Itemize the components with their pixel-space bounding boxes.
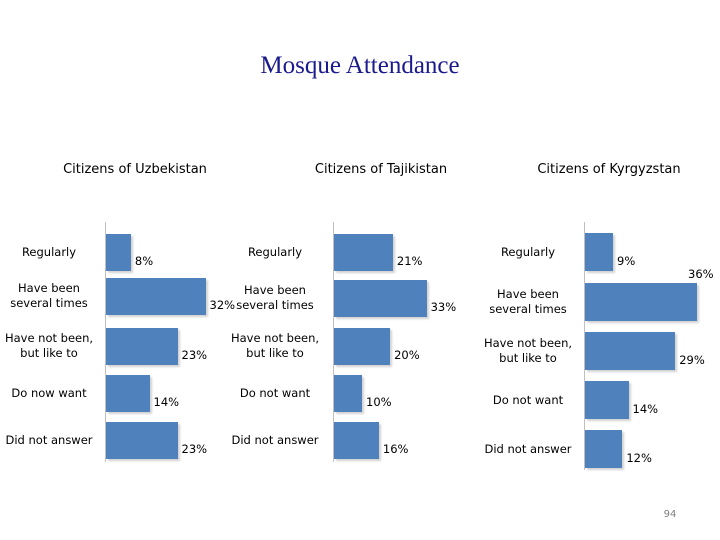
data-label: 10%	[366, 395, 392, 409]
bar	[585, 381, 629, 419]
category-label: Did not answer	[484, 441, 572, 456]
chart-title: Mosque Attendance	[260, 52, 460, 79]
data-label: 14%	[153, 395, 180, 409]
category-label: Did not answer	[231, 432, 319, 447]
bar	[106, 327, 178, 365]
category-label: Have not been, but like to	[230, 331, 320, 360]
bar	[106, 277, 206, 315]
data-label: 36%	[688, 267, 714, 281]
data-label: 8%	[134, 254, 154, 268]
bar	[585, 283, 697, 321]
data-label: 9%	[617, 254, 636, 268]
data-label: 12%	[626, 451, 652, 465]
bar	[334, 421, 379, 459]
category-label: Regularly	[500, 244, 556, 259]
category-axis	[105, 222, 106, 462]
category-label: Have been several times	[489, 287, 567, 316]
chart-subtitle: Citizens of Kyrgyzstan	[537, 162, 681, 177]
bar	[334, 327, 391, 365]
data-label: 14%	[632, 402, 659, 416]
data-label: 33%	[430, 300, 457, 314]
category-axis	[584, 222, 585, 470]
category-label: Regularly	[247, 244, 303, 259]
bar	[585, 430, 623, 468]
bar	[334, 233, 393, 271]
bar	[106, 421, 178, 459]
data-label: 23%	[181, 442, 208, 456]
bar	[585, 233, 613, 271]
category-label: Do not want	[239, 385, 311, 400]
data-label: 29%	[679, 353, 705, 367]
data-label: 20%	[394, 348, 420, 362]
data-label: 21%	[396, 254, 423, 268]
page-number: 94	[663, 509, 677, 520]
category-label: Did not answer	[5, 432, 93, 447]
bar	[106, 233, 131, 271]
data-label: 16%	[382, 442, 409, 456]
bar	[106, 374, 150, 412]
category-label: Have been several times	[236, 283, 314, 312]
category-label: Do not want	[492, 392, 564, 407]
bar	[334, 279, 427, 317]
category-label: Do now want	[11, 385, 87, 400]
bar	[334, 374, 363, 412]
category-axis	[333, 222, 334, 462]
bar	[585, 332, 676, 370]
category-label: Have not been, but like to	[4, 331, 94, 360]
data-label: 23%	[181, 348, 208, 362]
chart-subtitle: Citizens of Uzbekistan	[63, 162, 207, 177]
data-label: 32%	[209, 298, 236, 312]
chart-subtitle: Citizens of Tajikistan	[314, 162, 448, 177]
category-label: Have not been, but like to	[483, 336, 573, 365]
category-label: Have been several times	[10, 281, 88, 310]
category-label: Regularly	[21, 244, 77, 259]
